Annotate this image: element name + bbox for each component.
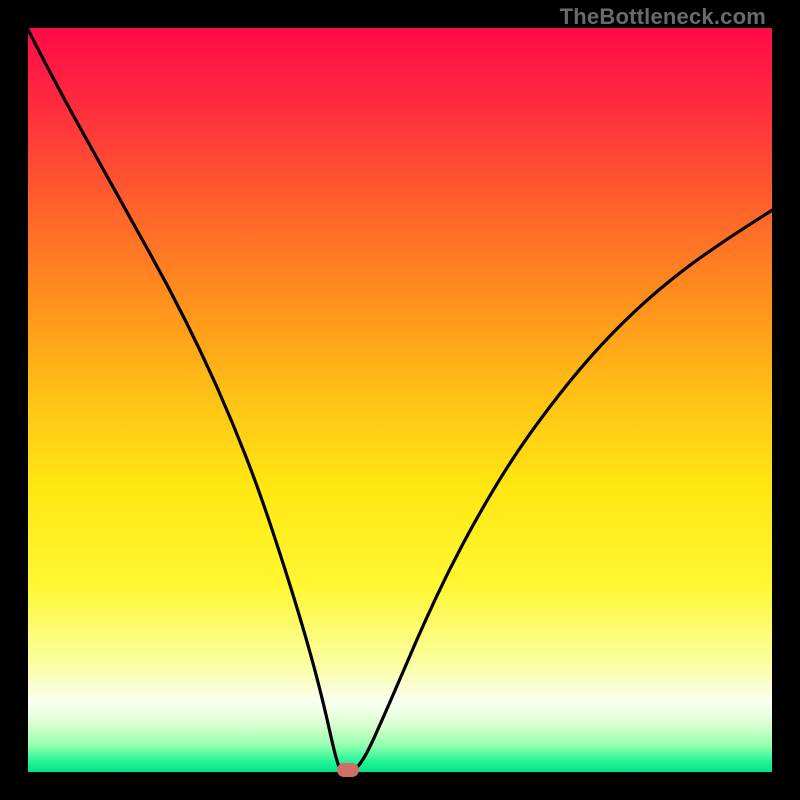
- bottleneck-curve: [28, 28, 772, 772]
- plot-area: [28, 28, 772, 772]
- optimal-point-marker: [337, 763, 359, 777]
- chart-frame: TheBottleneck.com: [0, 0, 800, 800]
- watermark-text: TheBottleneck.com: [560, 4, 766, 30]
